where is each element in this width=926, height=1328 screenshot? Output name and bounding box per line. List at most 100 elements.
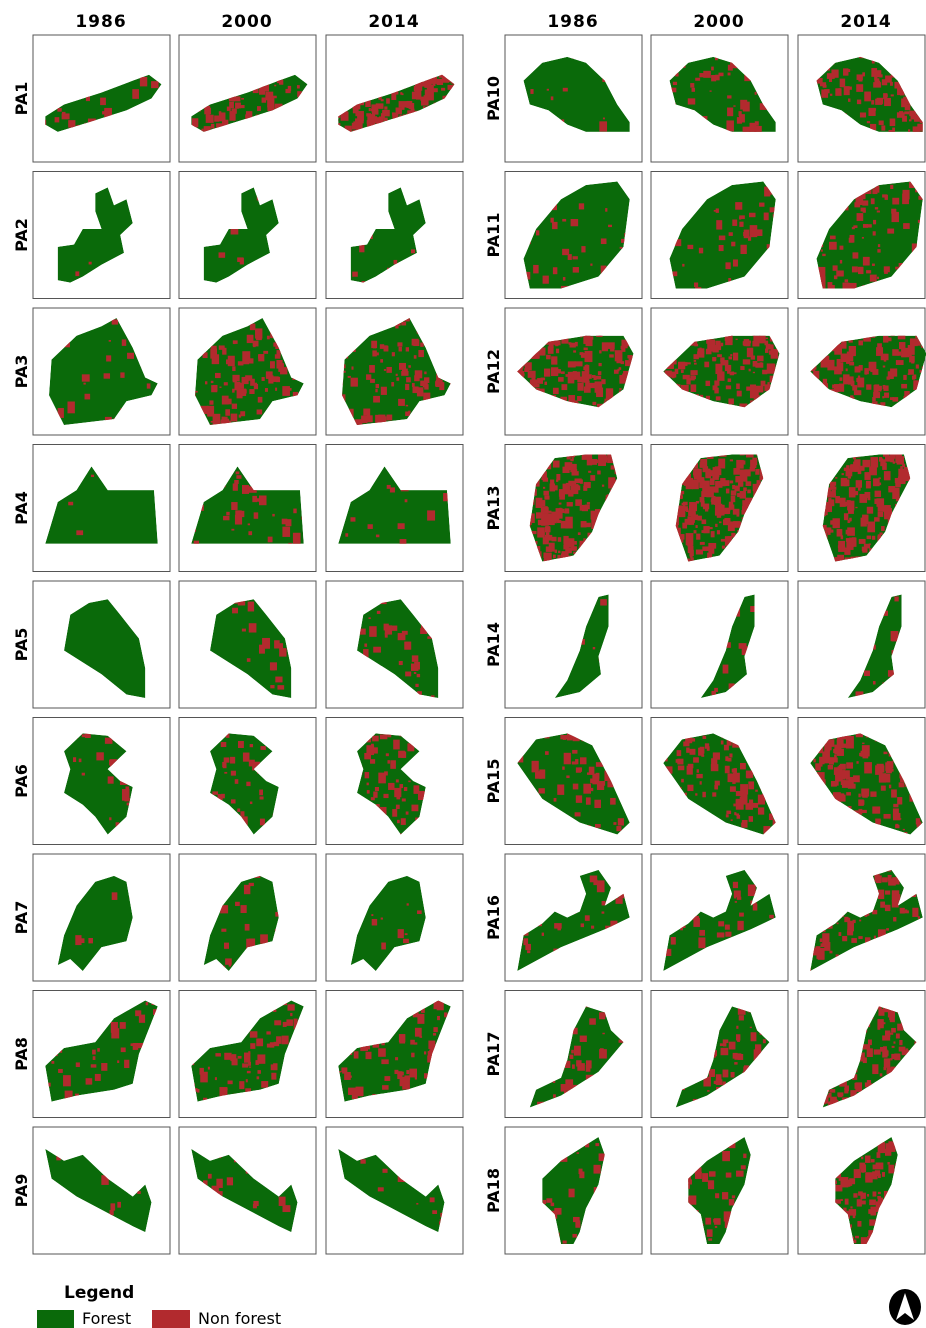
- non-forest-patch: [890, 118, 896, 126]
- non-forest-patch: [705, 508, 708, 512]
- non-forest-patch: [753, 372, 755, 373]
- non-forest-patch: [388, 416, 391, 419]
- non-forest-patch: [374, 747, 378, 753]
- non-forest-patch: [839, 384, 844, 392]
- non-forest-patch: [551, 96, 554, 100]
- non-forest-patch: [360, 1159, 365, 1163]
- non-forest-patch: [372, 350, 376, 356]
- non-forest-patch: [563, 277, 566, 281]
- non-forest-patch: [93, 1056, 96, 1060]
- non-forest-patch: [904, 111, 909, 114]
- non-forest-patch: [367, 120, 372, 124]
- non-forest-patch: [421, 97, 429, 106]
- non-forest-patch: [589, 383, 597, 388]
- non-forest-patch: [728, 398, 734, 404]
- non-forest-patch: [279, 1197, 286, 1206]
- non-forest-patch: [726, 120, 734, 131]
- non-forest-patch: [235, 779, 239, 784]
- non-forest-patch: [257, 106, 261, 111]
- non-forest-patch: [563, 88, 568, 92]
- non-forest-patch: [63, 1075, 71, 1086]
- non-forest-patch: [239, 105, 244, 108]
- column-header: 2000: [693, 12, 744, 32]
- non-forest-patch: [62, 112, 66, 116]
- non-forest-patch: [140, 77, 147, 86]
- non-forest-patch: [733, 259, 738, 266]
- non-forest-patch: [897, 456, 904, 464]
- non-forest-patch: [408, 365, 411, 368]
- non-forest-patch: [732, 485, 735, 489]
- non-forest-patch: [397, 342, 402, 346]
- non-forest-patch: [402, 798, 406, 801]
- non-forest-patch: [536, 230, 539, 235]
- non-forest-patch: [702, 466, 708, 472]
- non-forest-patch: [279, 648, 286, 657]
- non-forest-patch: [372, 919, 377, 926]
- non-forest-patch: [402, 631, 408, 635]
- non-forest-patch: [857, 100, 861, 105]
- non-forest-patch: [835, 477, 837, 479]
- non-forest-patch: [263, 351, 268, 354]
- non-forest-patch: [737, 525, 739, 528]
- non-forest-patch: [896, 360, 904, 365]
- non-forest-patch: [572, 457, 574, 460]
- non-forest-patch: [274, 85, 276, 87]
- non-forest-patch: [432, 1210, 437, 1214]
- non-forest-patch: [133, 1043, 139, 1050]
- non-forest-patch: [407, 903, 409, 905]
- non-forest-patch: [404, 787, 407, 791]
- non-forest-patch: [750, 391, 757, 398]
- non-forest-patch: [768, 364, 775, 372]
- legend-swatch-forest: [37, 1310, 74, 1328]
- non-forest-patch: [250, 1043, 255, 1049]
- non-forest-patch: [399, 1034, 405, 1042]
- non-forest-patch: [736, 384, 740, 390]
- non-forest-patch: [283, 1022, 287, 1027]
- non-forest-patch: [550, 485, 558, 490]
- non-forest-patch: [587, 502, 590, 504]
- non-forest-patch: [851, 381, 855, 386]
- non-forest-patch: [260, 819, 265, 826]
- non-forest-patch: [215, 1077, 217, 1080]
- non-forest-patch: [690, 557, 694, 560]
- non-forest-patch: [690, 375, 695, 380]
- non-forest-patch: [242, 485, 249, 494]
- non-forest-patch: [250, 744, 253, 747]
- non-forest-patch: [616, 356, 621, 363]
- non-forest-patch: [92, 1050, 96, 1055]
- non-forest-patch: [382, 416, 386, 422]
- non-forest-patch: [739, 114, 745, 122]
- non-forest-patch: [702, 519, 707, 524]
- non-forest-patch: [231, 502, 237, 510]
- non-forest-patch: [849, 362, 854, 366]
- non-forest-patch: [561, 371, 565, 374]
- non-forest-patch: [230, 757, 235, 764]
- non-forest-patch: [769, 350, 773, 354]
- non-forest-patch: [687, 245, 693, 249]
- non-forest-patch: [695, 78, 700, 81]
- non-forest-patch: [856, 480, 862, 488]
- non-forest-patch: [743, 487, 747, 491]
- non-forest-patch: [272, 514, 274, 517]
- non-forest-patch: [577, 396, 582, 401]
- non-forest-patch: [243, 753, 250, 762]
- non-forest-patch: [369, 108, 371, 111]
- non-forest-patch: [902, 116, 907, 122]
- non-forest-patch: [73, 757, 76, 762]
- non-forest-patch: [830, 236, 836, 240]
- non-forest-patch: [270, 361, 275, 368]
- non-forest-patch: [739, 215, 745, 219]
- non-forest-patch: [233, 96, 241, 101]
- non-forest-patch: [609, 354, 614, 357]
- non-forest-patch: [406, 1070, 409, 1074]
- non-forest-patch: [598, 371, 601, 375]
- non-forest-patch: [354, 1051, 359, 1058]
- non-forest-patch: [387, 485, 391, 489]
- non-forest-patch: [619, 388, 621, 390]
- non-forest-patch: [277, 685, 284, 689]
- non-forest-patch: [892, 635, 898, 642]
- non-forest-patch: [719, 521, 722, 523]
- non-forest-patch: [553, 388, 559, 394]
- non-forest-patch: [238, 1056, 242, 1059]
- non-forest-patch: [352, 272, 357, 277]
